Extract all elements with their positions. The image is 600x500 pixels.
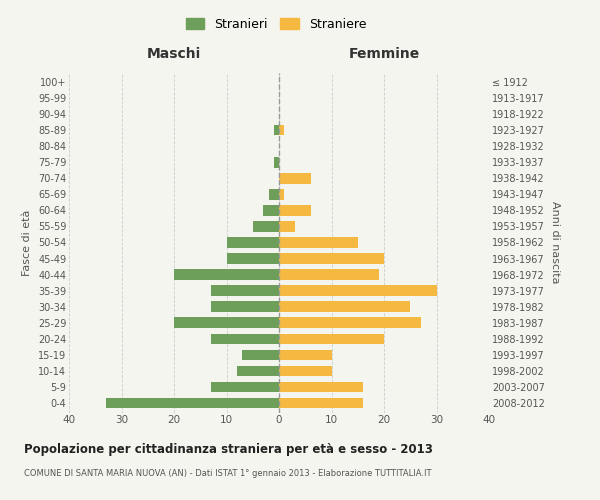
Bar [279, 350, 331, 360]
Bar [242, 350, 279, 360]
Bar [279, 366, 331, 376]
Bar [279, 318, 421, 328]
Bar [279, 270, 379, 280]
Bar [211, 382, 279, 392]
Bar [227, 238, 279, 248]
Bar [106, 398, 279, 408]
Bar [279, 238, 358, 248]
Bar [279, 286, 437, 296]
Legend: Stranieri, Straniere: Stranieri, Straniere [182, 14, 370, 34]
Bar [269, 189, 279, 200]
Bar [211, 302, 279, 312]
Text: Maschi: Maschi [147, 48, 201, 62]
Bar [237, 366, 279, 376]
Text: COMUNE DI SANTA MARIA NUOVA (AN) - Dati ISTAT 1° gennaio 2013 - Elaborazione TUT: COMUNE DI SANTA MARIA NUOVA (AN) - Dati … [24, 469, 431, 478]
Bar [279, 398, 363, 408]
Bar [263, 205, 279, 216]
Bar [174, 318, 279, 328]
Text: Femmine: Femmine [349, 48, 419, 62]
Bar [279, 254, 384, 264]
Bar [274, 157, 279, 168]
Bar [274, 125, 279, 136]
Bar [279, 302, 410, 312]
Bar [279, 221, 295, 232]
Bar [279, 173, 311, 184]
Bar [279, 125, 284, 136]
Bar [279, 382, 363, 392]
Bar [279, 205, 311, 216]
Text: Popolazione per cittadinanza straniera per età e sesso - 2013: Popolazione per cittadinanza straniera p… [24, 442, 433, 456]
Bar [253, 221, 279, 232]
Bar [279, 189, 284, 200]
Bar [211, 286, 279, 296]
Bar [279, 334, 384, 344]
Bar [227, 254, 279, 264]
Y-axis label: Anni di nascita: Anni di nascita [550, 201, 560, 283]
Bar [174, 270, 279, 280]
Y-axis label: Fasce di età: Fasce di età [22, 210, 32, 276]
Bar [211, 334, 279, 344]
